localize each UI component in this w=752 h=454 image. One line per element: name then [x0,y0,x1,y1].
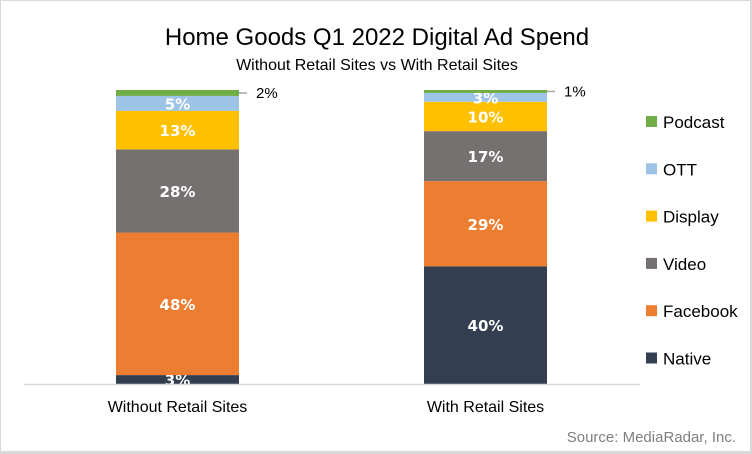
legend-label-video: Video [663,255,706,274]
bar-segment-podcast-2 [424,90,547,93]
legend-swatch-facebook [646,305,657,317]
bar-segment-native-2 [424,266,547,384]
data-label-facebook-1: 48% [160,296,196,314]
bar-segment-video-2 [424,131,547,182]
chart-subtitle: Without Retail Sites vs With Retail Site… [236,57,518,74]
bar-segment-facebook-1 [116,232,239,376]
legend-swatch-display [646,210,657,222]
legend-swatch-podcast [646,116,657,127]
data-label-podcast-1: 2% [256,85,278,102]
legend: Podcast OTT Display Video Facebook Native [646,113,738,369]
category-label-2: With Retail Sites [427,399,544,416]
bar-segment-facebook-2 [424,181,547,267]
data-label-display-2: 10% [468,108,504,126]
bar-segment-ott-2 [424,92,547,102]
category-labels: Without Retail Sites With Retail Sites [108,399,544,416]
legend-label-podcast: Podcast [663,113,725,132]
legend-label-ott: OTT [663,160,697,179]
data-label-display-1: 13% [160,122,196,140]
category-label-1: Without Retail Sites [108,399,248,416]
legend-label-display: Display [663,208,719,227]
legend-swatch-native [646,352,657,364]
bars-group: 3%48%28%13%5%2%40%29%17%10%3% 1% [116,83,586,390]
bar-segment-native-1 [116,375,239,384]
data-label-facebook-2: 29% [468,216,504,234]
bar-segment-display-1 [116,110,239,150]
legend-label-native: Native [663,350,711,369]
source-note: Source: MediaRadar, Inc. [567,429,736,446]
legend-label-facebook: Facebook [663,302,738,321]
data-label-ott-2: 3% [473,89,498,107]
legend-swatch-ott [646,163,657,175]
data-label-video-1: 28% [160,183,196,201]
data-label-ott-1: 5% [165,95,190,113]
bar-segment-display-2 [424,101,547,132]
data-label-video-2: 17% [468,148,504,166]
bar-segment-podcast-1 [116,90,239,96]
data-label-native-2: 40% [468,317,504,335]
chart-title: Home Goods Q1 2022 Digital Ad Spend [165,24,589,51]
data-label-podcast-2: 1% [564,83,586,100]
legend-swatch-video [646,257,657,269]
bar-segment-video-1 [116,149,239,233]
bar-segment-ott-1 [116,95,239,111]
